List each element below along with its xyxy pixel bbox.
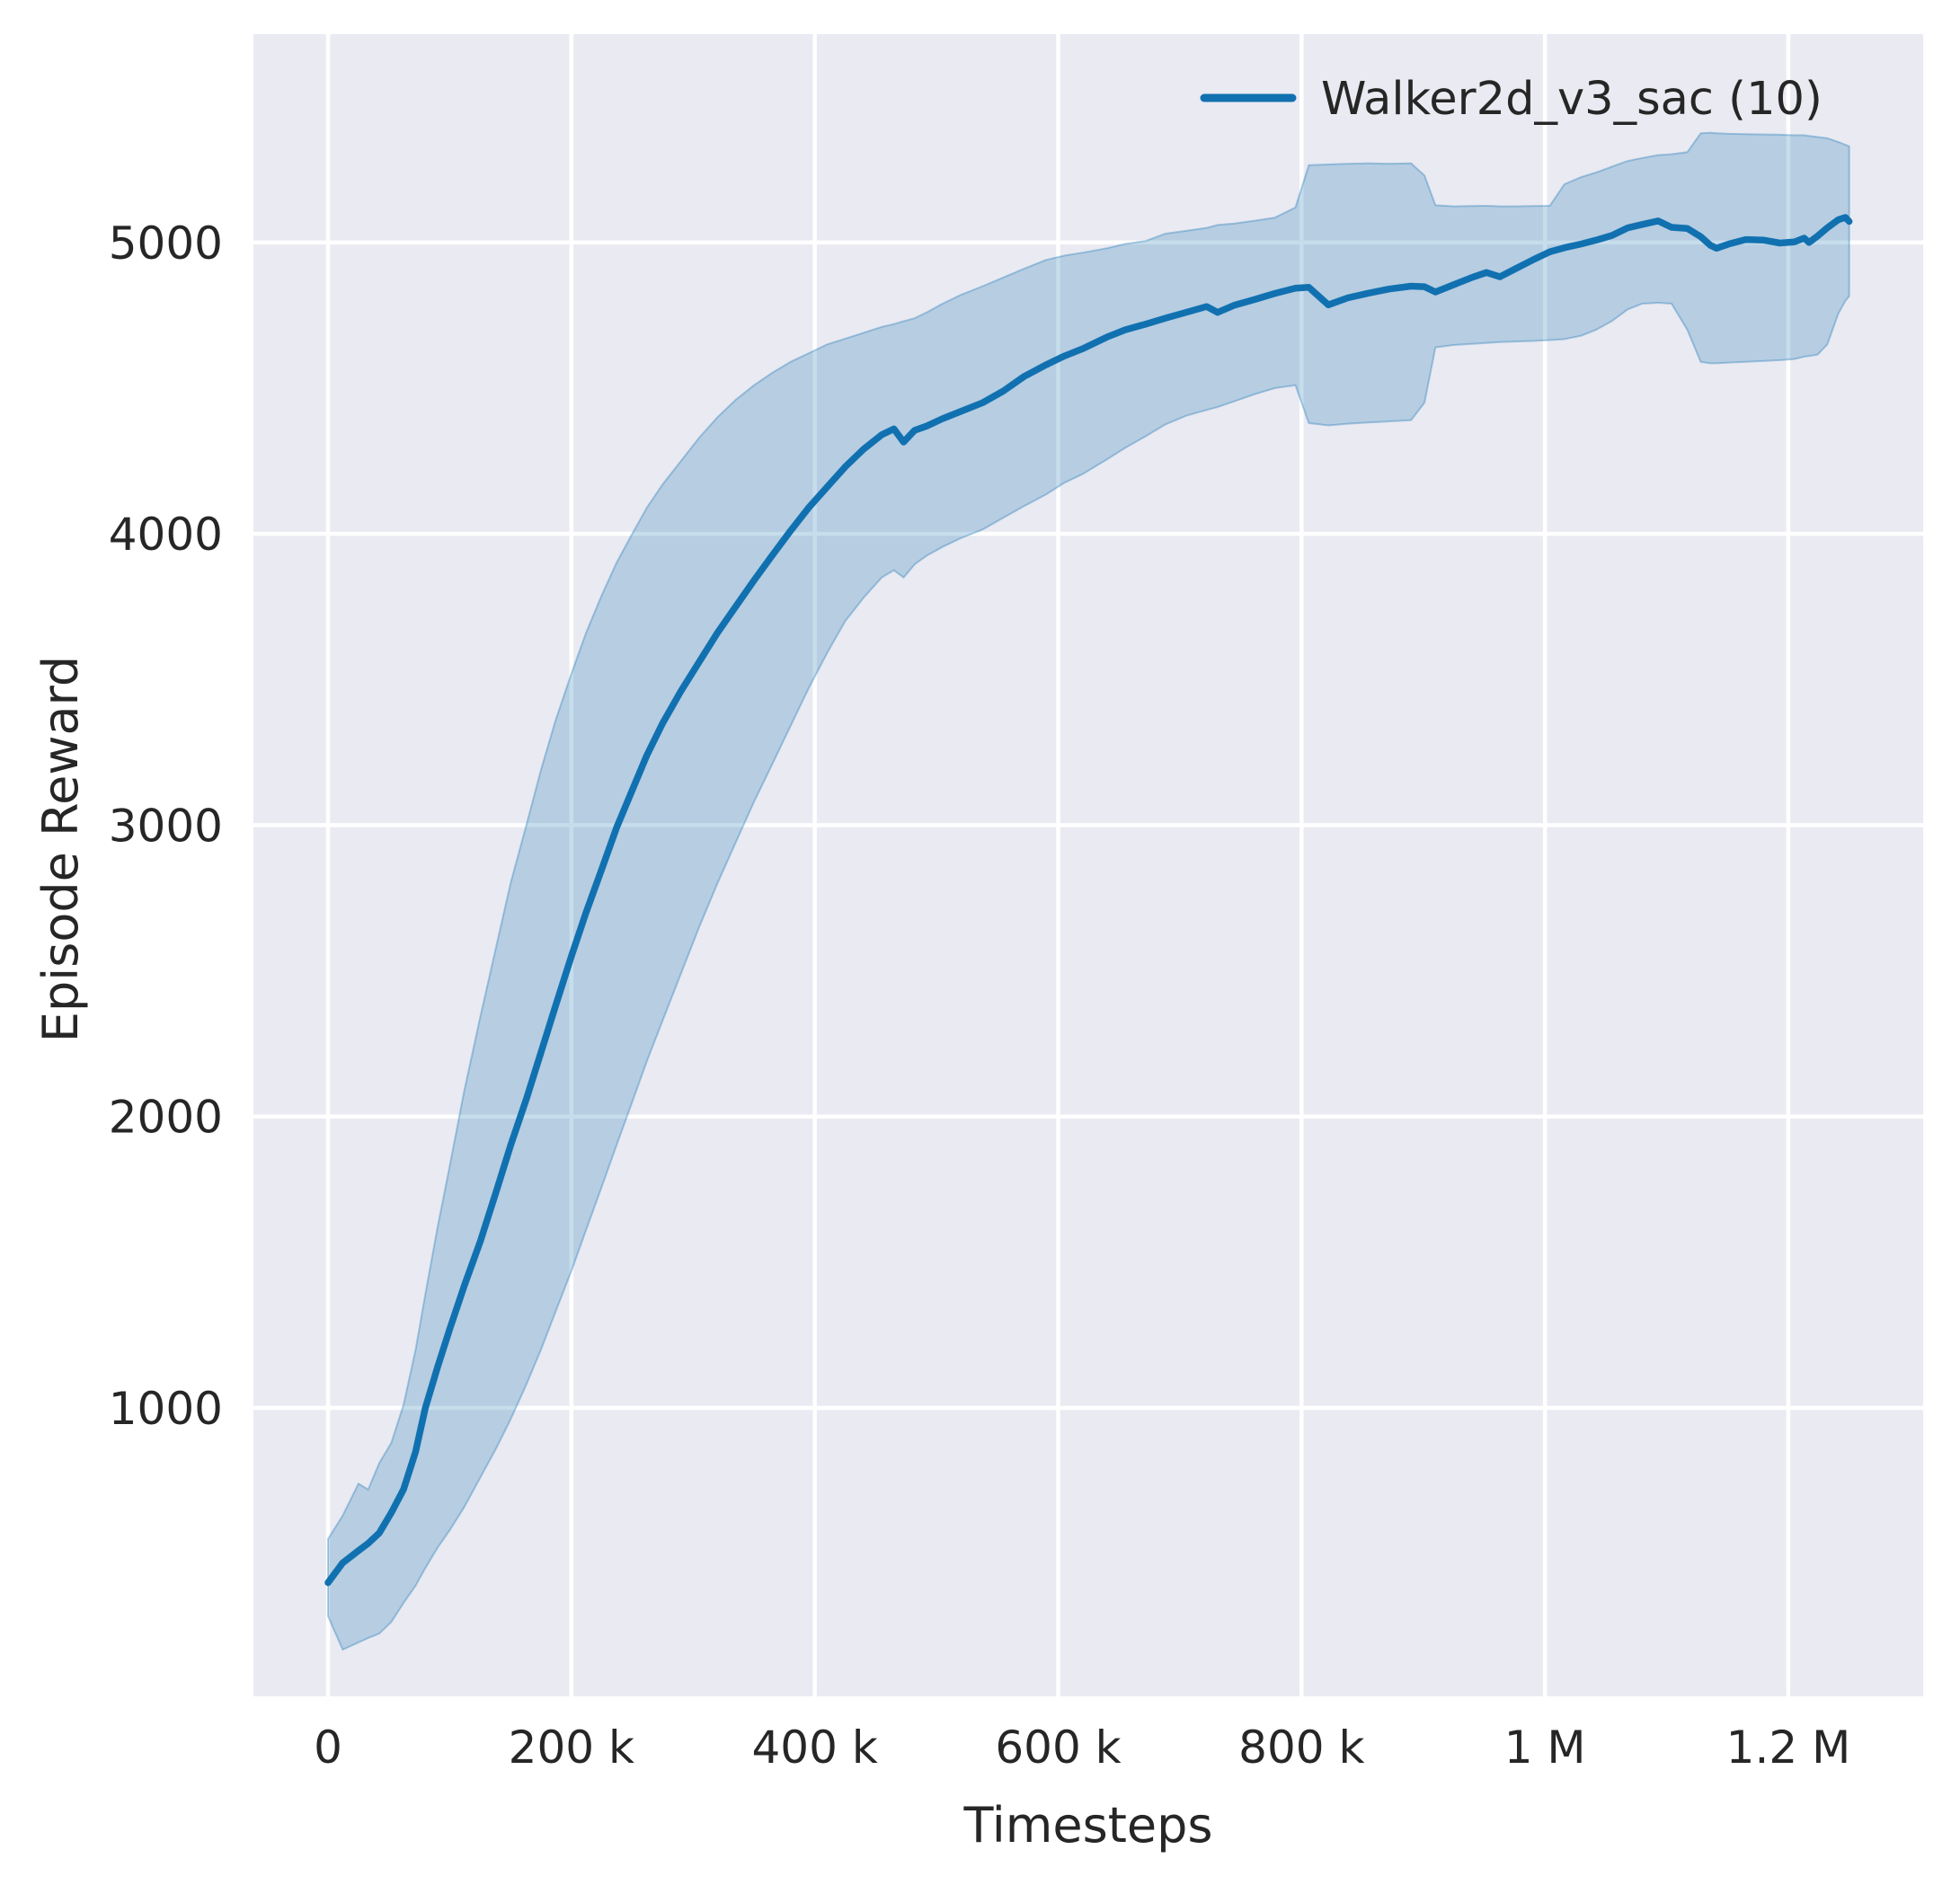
plot-layer: 0 200 k 400 k 600 k 800 k 1 M 1.2 M 1000 2000 300…: [109, 34, 1923, 1774]
y-axis-label: Episode Reward: [32, 656, 89, 1042]
x-tick-label: 1 M: [1504, 1721, 1586, 1774]
x-axis-label: Timesteps: [962, 1797, 1212, 1854]
x-tick-label: 400 k: [752, 1721, 878, 1774]
confidence-band: [327, 131, 1850, 1651]
x-tick-label: 1.2 M: [1726, 1721, 1851, 1774]
y-tick-label: 5000: [109, 217, 223, 270]
x-tick-label: 600 k: [995, 1721, 1121, 1774]
x-tick-label: 800 k: [1238, 1721, 1364, 1774]
y-tick-label: 3000: [109, 800, 223, 852]
y-tick-label: 1000: [109, 1383, 223, 1435]
y-tick-label: 4000: [109, 509, 223, 561]
x-tick-label: 200 k: [509, 1721, 634, 1774]
mean-line: [324, 214, 1853, 1587]
legend-label: Walker2d_v3_sac (10): [1321, 73, 1823, 126]
axis-labels: Timesteps Episode Reward: [32, 656, 1213, 1854]
y-tick-label: 2000: [109, 1092, 223, 1144]
legend: Walker2d_v3_sac (10): [1200, 73, 1823, 126]
x-tick-label: 0: [314, 1721, 342, 1774]
plot-area: [253, 34, 1923, 1696]
